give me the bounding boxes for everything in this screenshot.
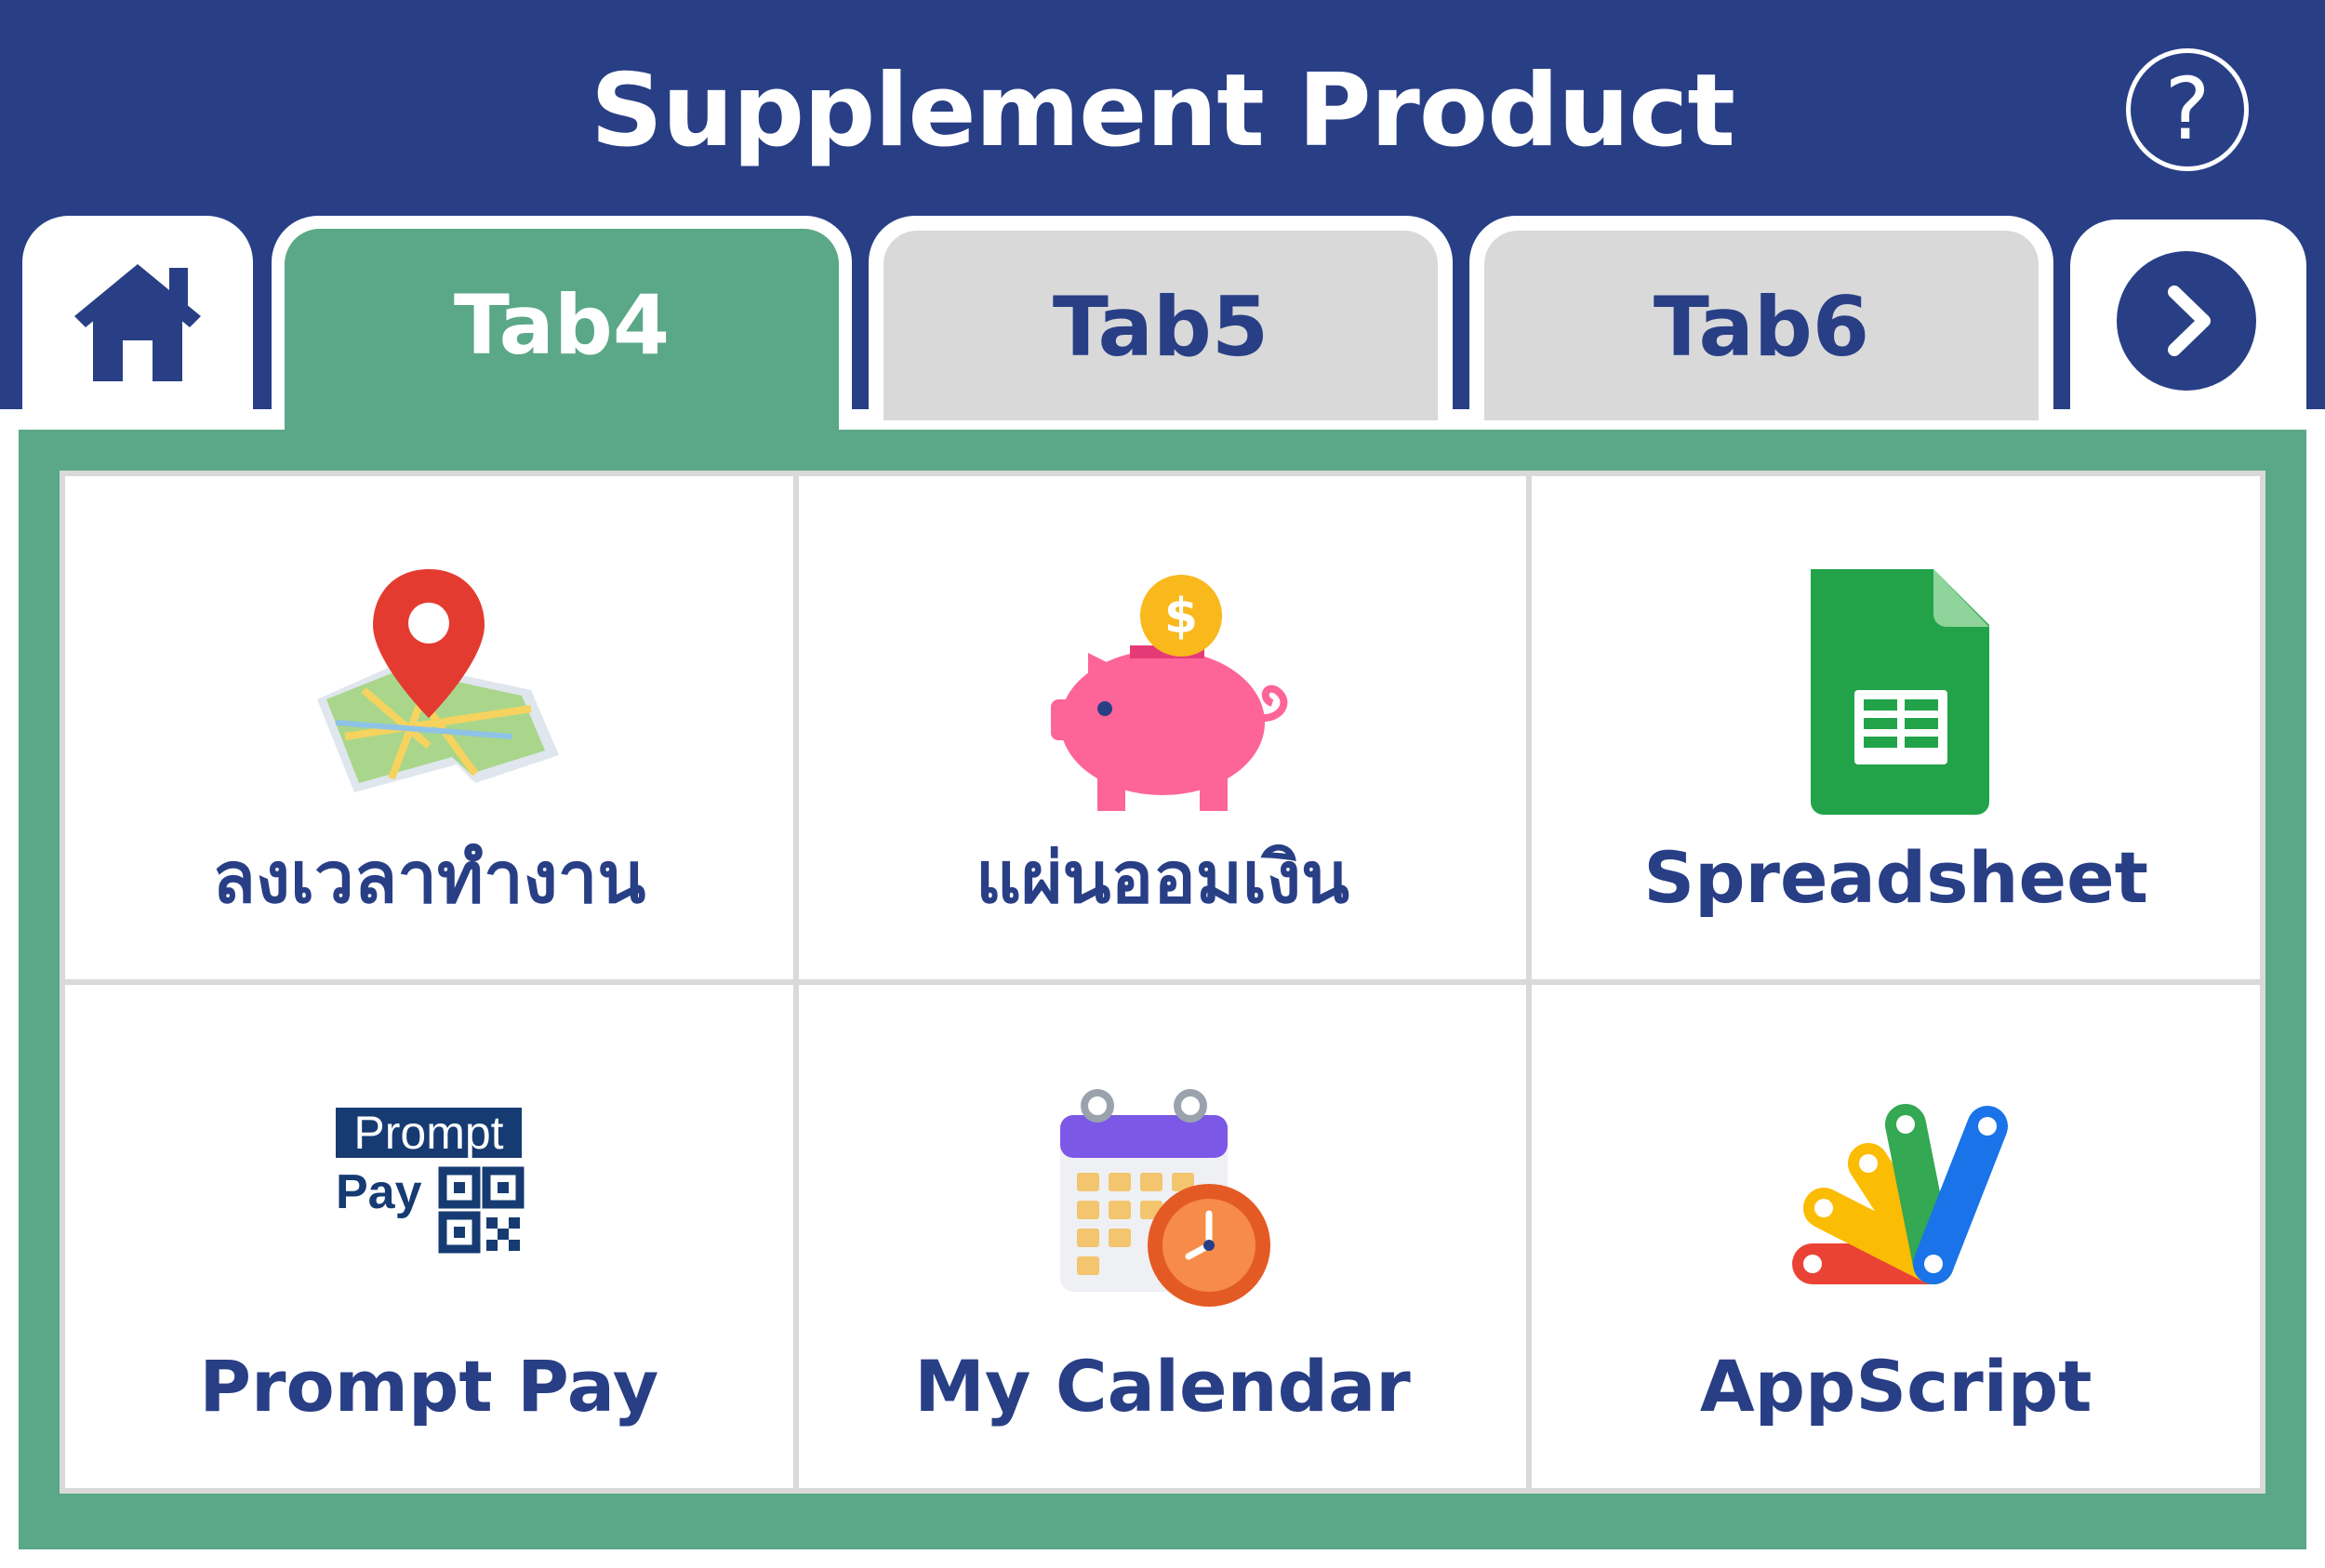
promptpay-word: Prompt: [354, 1107, 504, 1159]
tab-tab6-face: Tab6: [1484, 231, 2039, 420]
app-label: AppScript: [1699, 1345, 2092, 1428]
next-tab-button[interactable]: [2117, 251, 2256, 391]
spreadsheet-icon: [1810, 569, 1989, 815]
question-circle-icon: ?: [2164, 60, 2211, 159]
app-tile-savings[interactable]: $ แผ่นออมเงิน: [798, 476, 1527, 979]
home-icon: [74, 264, 201, 381]
app-tile-spreadsheet[interactable]: Spreadsheet: [1532, 476, 2260, 979]
app-tile-appscript[interactable]: AppScript: [1532, 985, 2260, 1488]
piggy-bank-icon: $: [1050, 575, 1288, 811]
tab-tab5[interactable]: Tab5: [869, 216, 1453, 420]
tab-panel: ลงเวลาทำงาน $ แผ่นออมเงิน: [19, 430, 2306, 1549]
svg-text:$: $: [1164, 589, 1198, 644]
page-title: Supplement Product: [591, 53, 1735, 169]
app-label: Prompt Pay: [199, 1345, 659, 1428]
app-label: Spreadsheet: [1643, 836, 2148, 919]
app-tile-promptpay[interactable]: Prompt Pay Prompt Pay: [65, 985, 793, 1488]
tab-tab5-face: Tab5: [884, 231, 1438, 420]
tab-label: Tab6: [1653, 279, 1870, 375]
app-tile-calendar[interactable]: My Calendar: [798, 985, 1527, 1488]
map-pin-icon: [317, 569, 560, 792]
app-label: ลงเวลาทำงาน: [212, 836, 646, 919]
tab-next: [2070, 219, 2306, 420]
tab-tab4-face: Tab4: [285, 229, 839, 435]
app-grid: ลงเวลาทำงาน $ แผ่นออมเงิน: [60, 471, 2265, 1494]
app-tile-time-attendance[interactable]: ลงเวลาทำงาน: [65, 476, 793, 979]
help-button[interactable]: ?: [2126, 48, 2249, 171]
calendar-clock-icon: [1059, 1089, 1270, 1307]
app-label: My Calendar: [914, 1345, 1411, 1428]
pay-word: Pay: [336, 1165, 422, 1219]
chevron-right-icon: [2168, 286, 2211, 356]
tab-home[interactable]: [22, 216, 253, 420]
app-label: แผ่นออมเงิน: [976, 836, 1349, 919]
tab-label: Tab4: [453, 277, 671, 373]
tab-tab4[interactable]: Tab4: [272, 216, 852, 435]
tab-label: Tab5: [1052, 279, 1269, 375]
tab-tab6[interactable]: Tab6: [1469, 216, 2053, 420]
promptpay-qr-icon: Prompt Pay: [336, 1107, 525, 1254]
appscript-icon: [1791, 1104, 2008, 1284]
